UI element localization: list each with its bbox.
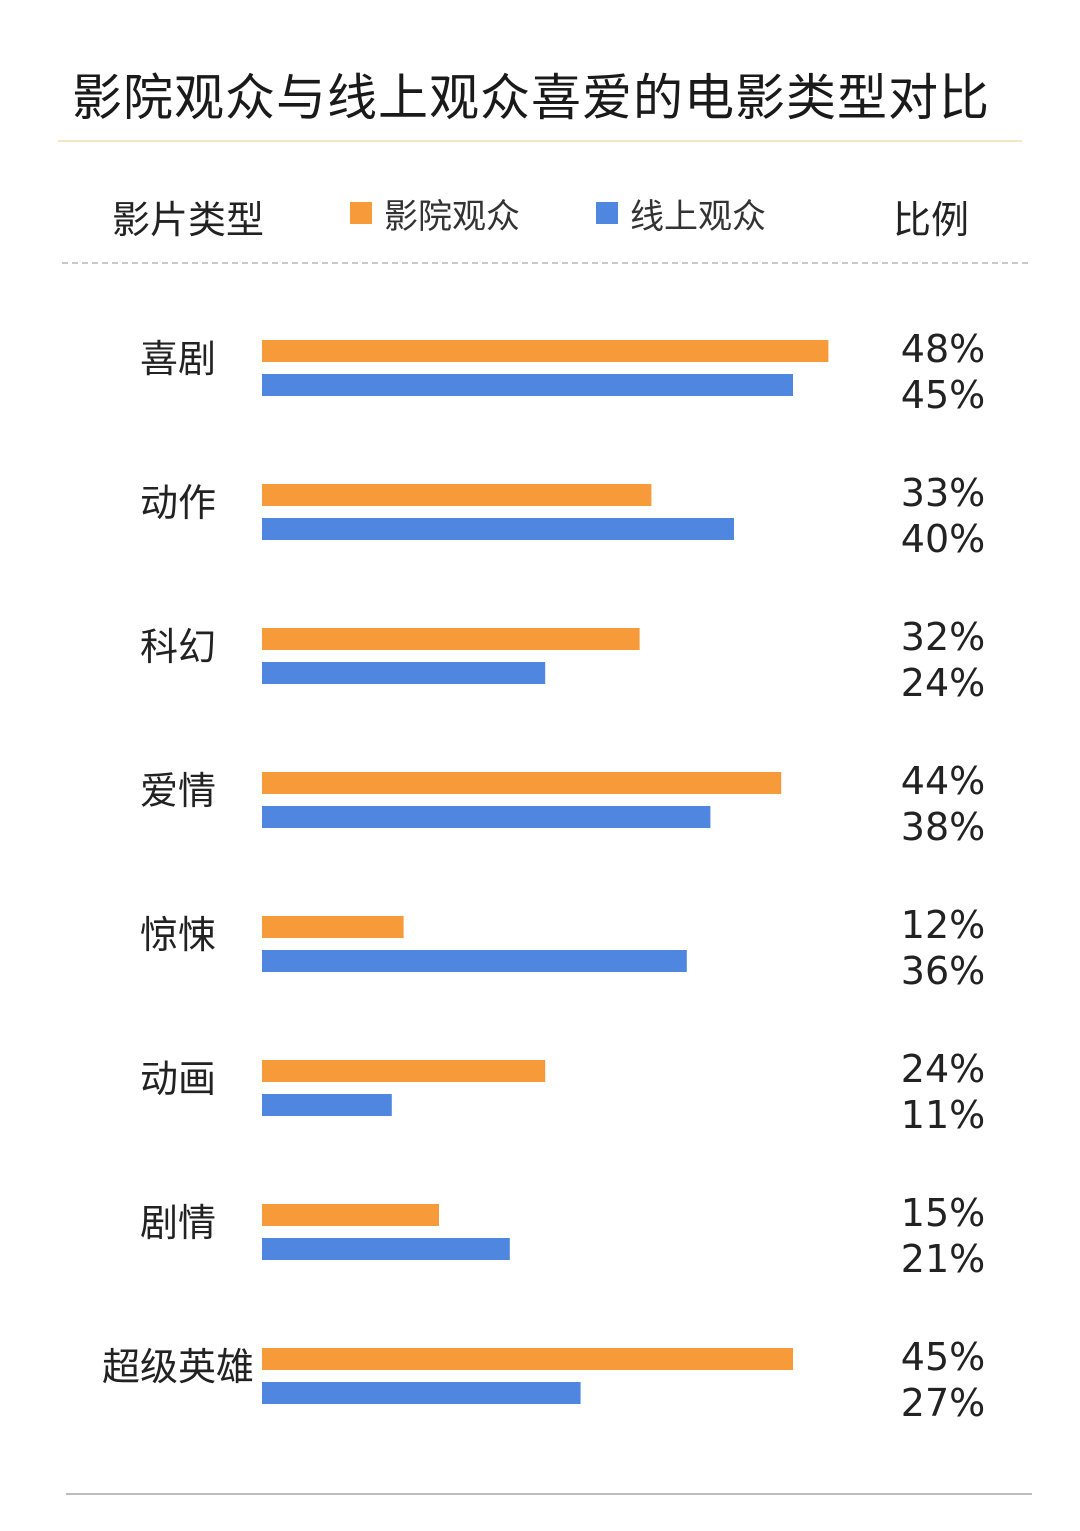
value-label-cinema: 44% xyxy=(901,759,985,803)
value-label-online: 21% xyxy=(901,1237,985,1281)
value-label-online: 40% xyxy=(901,517,985,561)
legend-swatch-online xyxy=(596,202,618,224)
bar-online xyxy=(262,1094,392,1116)
value-label-online: 38% xyxy=(901,805,985,849)
bottom-divider xyxy=(66,1493,1032,1495)
bar-online xyxy=(262,374,793,396)
category-label: 科幻 xyxy=(140,625,216,669)
value-label-online: 27% xyxy=(901,1381,985,1425)
value-label-online: 45% xyxy=(901,373,985,417)
category-label: 超级英雄 xyxy=(102,1345,254,1389)
bar-online xyxy=(262,518,734,540)
legend-item-cinema: 影院观众 xyxy=(350,193,520,237)
bar-online xyxy=(262,950,687,972)
bar-cinema xyxy=(262,1060,546,1082)
bar-online xyxy=(262,1238,510,1260)
bar-cinema xyxy=(262,484,652,506)
bar-cinema xyxy=(262,1204,439,1226)
value-label-online: 36% xyxy=(901,949,985,993)
value-label-online: 11% xyxy=(901,1093,985,1137)
legend-item-online: 线上观众 xyxy=(596,193,766,237)
category-label: 爱情 xyxy=(140,769,216,813)
title-divider xyxy=(58,140,1022,142)
value-label-cinema: 45% xyxy=(901,1335,985,1379)
value-label-cinema: 24% xyxy=(901,1047,985,1091)
category-label: 动作 xyxy=(140,481,216,525)
value-label-cinema: 33% xyxy=(901,471,985,515)
table-header: 影片类型 影院观众 线上观众 比例 xyxy=(0,185,1080,245)
value-label-cinema: 15% xyxy=(901,1191,985,1235)
category-column-header: 影片类型 xyxy=(112,198,265,242)
bar-cinema xyxy=(262,772,782,794)
chart-title: 影院观众与线上观众喜爱的电影类型对比 xyxy=(72,69,990,127)
header-divider xyxy=(62,262,1028,264)
category-label: 剧情 xyxy=(140,1201,216,1245)
value-label-online: 24% xyxy=(901,661,985,705)
category-label: 动画 xyxy=(140,1057,216,1101)
value-label-cinema: 12% xyxy=(901,903,985,947)
bar-cinema xyxy=(262,628,640,650)
category-label: 惊悚 xyxy=(140,913,216,957)
ratio-column-header: 比例 xyxy=(893,198,970,242)
bar-online xyxy=(262,806,711,828)
legend-swatch-cinema xyxy=(350,202,372,224)
value-label-cinema: 48% xyxy=(901,327,985,371)
bar-cinema xyxy=(262,1348,793,1370)
category-label: 喜剧 xyxy=(140,337,216,381)
value-label-cinema: 32% xyxy=(901,615,985,659)
bar-cinema xyxy=(262,916,404,938)
bar-online xyxy=(262,662,546,684)
bar-cinema xyxy=(262,340,829,362)
bar-online xyxy=(262,1382,581,1404)
legend-label-cinema: 影院观众 xyxy=(384,196,520,237)
legend-label-online: 线上观众 xyxy=(630,196,766,237)
